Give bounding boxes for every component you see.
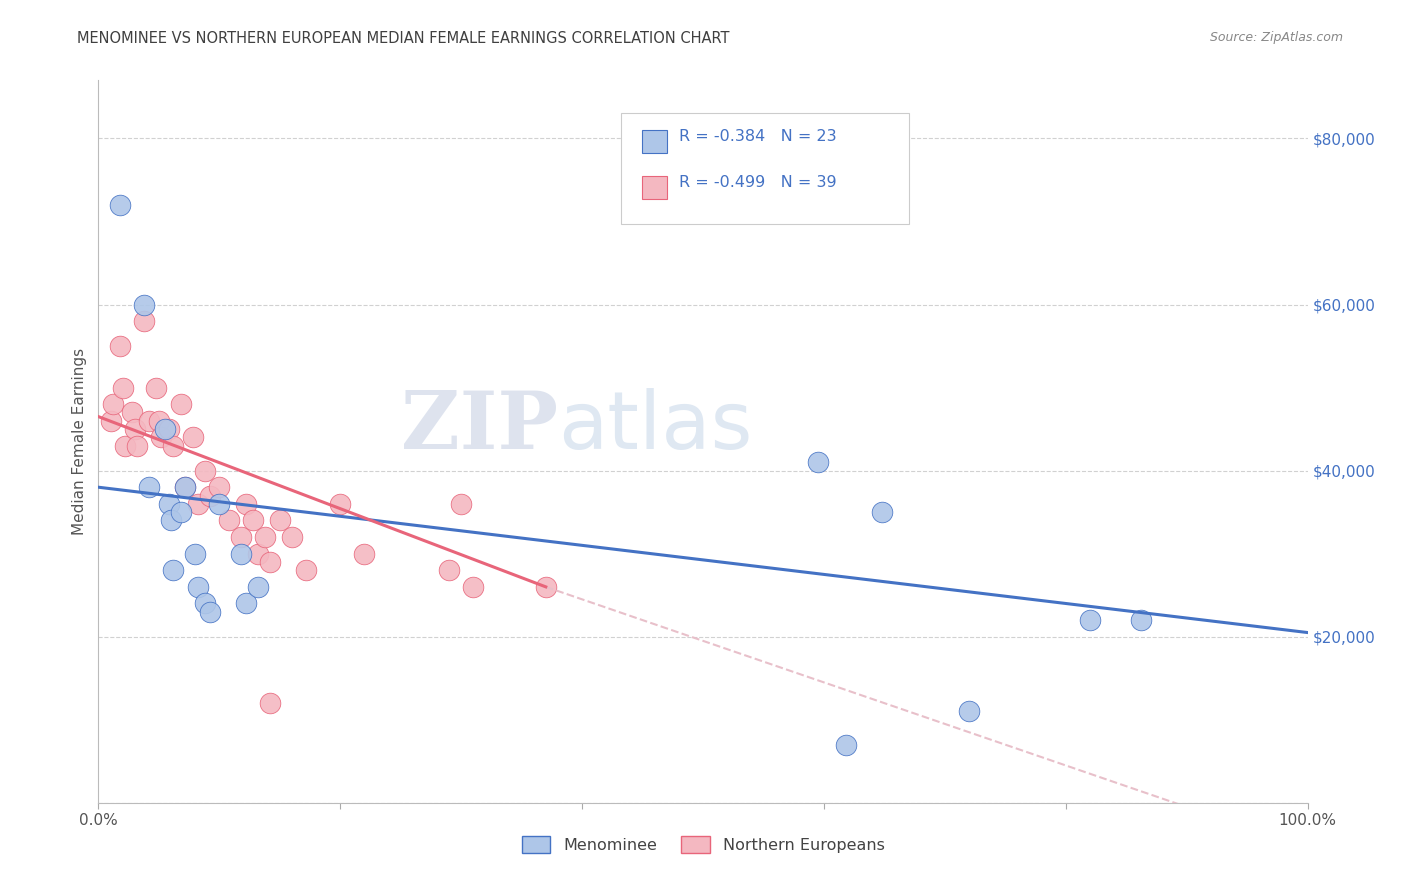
Point bbox=[1078, 613, 1101, 627]
Point bbox=[235, 597, 257, 611]
Point bbox=[247, 580, 270, 594]
Point bbox=[138, 414, 160, 428]
Point bbox=[111, 380, 134, 394]
Point bbox=[108, 339, 131, 353]
Point bbox=[169, 397, 191, 411]
Point bbox=[187, 580, 209, 594]
Point bbox=[162, 439, 184, 453]
Point bbox=[1129, 613, 1152, 627]
Point bbox=[198, 489, 221, 503]
Point bbox=[108, 198, 131, 212]
Point bbox=[101, 397, 124, 411]
Point bbox=[259, 555, 281, 569]
Point bbox=[437, 563, 460, 577]
Point bbox=[150, 430, 173, 444]
Text: R = -0.499   N = 39: R = -0.499 N = 39 bbox=[679, 175, 837, 190]
Text: R = -0.384   N = 23: R = -0.384 N = 23 bbox=[679, 129, 837, 145]
Point bbox=[114, 439, 136, 453]
Point bbox=[229, 547, 252, 561]
Point bbox=[235, 497, 257, 511]
Point bbox=[134, 314, 156, 328]
Point bbox=[450, 497, 472, 511]
Y-axis label: Median Female Earnings: Median Female Earnings bbox=[72, 348, 87, 535]
Point bbox=[254, 530, 277, 544]
Point bbox=[124, 422, 146, 436]
Point bbox=[281, 530, 304, 544]
Point bbox=[247, 547, 270, 561]
Point bbox=[870, 505, 893, 519]
Point bbox=[329, 497, 352, 511]
Point bbox=[208, 497, 231, 511]
Legend: Menominee, Northern Europeans: Menominee, Northern Europeans bbox=[515, 830, 891, 860]
Point bbox=[121, 405, 143, 419]
Point bbox=[957, 705, 980, 719]
Point bbox=[184, 547, 207, 561]
Point bbox=[187, 497, 209, 511]
Point bbox=[148, 414, 170, 428]
Text: atlas: atlas bbox=[558, 388, 752, 467]
Point bbox=[353, 547, 375, 561]
Point bbox=[242, 513, 264, 527]
Point bbox=[807, 455, 830, 469]
Text: Source: ZipAtlas.com: Source: ZipAtlas.com bbox=[1209, 31, 1343, 45]
Text: MENOMINEE VS NORTHERN EUROPEAN MEDIAN FEMALE EARNINGS CORRELATION CHART: MENOMINEE VS NORTHERN EUROPEAN MEDIAN FE… bbox=[77, 31, 730, 46]
Point bbox=[162, 563, 184, 577]
Point bbox=[218, 513, 240, 527]
Point bbox=[100, 414, 122, 428]
Point bbox=[157, 497, 180, 511]
Point bbox=[229, 530, 252, 544]
Point bbox=[160, 513, 183, 527]
Point bbox=[174, 480, 197, 494]
Point bbox=[534, 580, 557, 594]
Point bbox=[169, 505, 191, 519]
Point bbox=[127, 439, 149, 453]
Text: ZIP: ZIP bbox=[401, 388, 558, 467]
Point bbox=[198, 605, 221, 619]
Point bbox=[138, 480, 160, 494]
Point bbox=[295, 563, 318, 577]
Point bbox=[194, 597, 217, 611]
Point bbox=[269, 513, 291, 527]
Point bbox=[157, 422, 180, 436]
Point bbox=[194, 464, 217, 478]
Point bbox=[208, 480, 231, 494]
Point bbox=[153, 422, 176, 436]
Point bbox=[145, 380, 167, 394]
Point bbox=[174, 480, 197, 494]
Point bbox=[134, 297, 156, 311]
Point bbox=[181, 430, 204, 444]
Point bbox=[463, 580, 485, 594]
Point bbox=[259, 696, 281, 710]
Point bbox=[834, 738, 856, 752]
